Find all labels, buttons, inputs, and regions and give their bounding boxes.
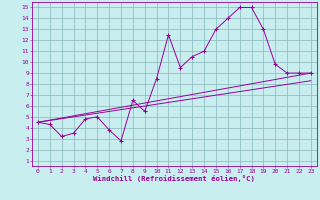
X-axis label: Windchill (Refroidissement éolien,°C): Windchill (Refroidissement éolien,°C)	[93, 175, 255, 182]
